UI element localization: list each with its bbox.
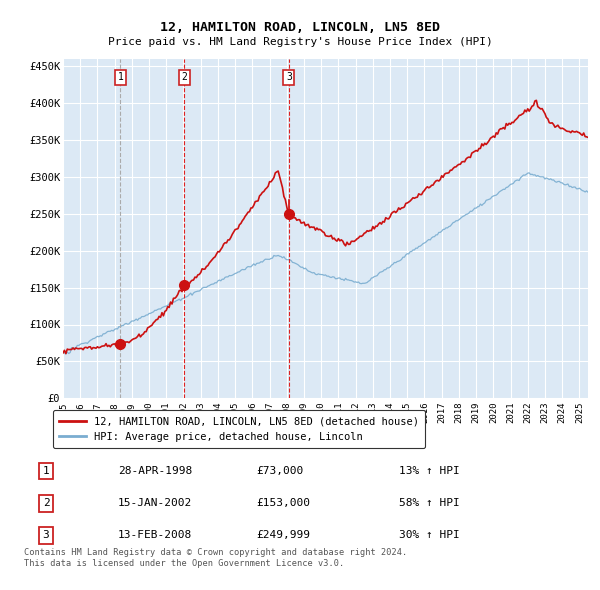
Text: 12, HAMILTON ROAD, LINCOLN, LN5 8ED: 12, HAMILTON ROAD, LINCOLN, LN5 8ED xyxy=(160,21,440,34)
Text: 58% ↑ HPI: 58% ↑ HPI xyxy=(400,499,460,508)
Text: 3: 3 xyxy=(286,73,292,83)
Text: Contains HM Land Registry data © Crown copyright and database right 2024.
This d: Contains HM Land Registry data © Crown c… xyxy=(24,548,407,568)
Text: 30% ↑ HPI: 30% ↑ HPI xyxy=(400,530,460,540)
Text: 13% ↑ HPI: 13% ↑ HPI xyxy=(400,466,460,476)
Text: £249,999: £249,999 xyxy=(256,530,310,540)
Text: 1: 1 xyxy=(43,466,49,476)
Text: Price paid vs. HM Land Registry's House Price Index (HPI): Price paid vs. HM Land Registry's House … xyxy=(107,37,493,47)
Text: £153,000: £153,000 xyxy=(256,499,310,508)
Text: 1: 1 xyxy=(118,73,123,83)
Text: 2: 2 xyxy=(181,73,187,83)
Text: 3: 3 xyxy=(43,530,49,540)
Legend: 12, HAMILTON ROAD, LINCOLN, LN5 8ED (detached house), HPI: Average price, detach: 12, HAMILTON ROAD, LINCOLN, LN5 8ED (det… xyxy=(53,411,425,448)
Text: 2: 2 xyxy=(43,499,49,508)
Text: 13-FEB-2008: 13-FEB-2008 xyxy=(118,530,192,540)
Text: 15-JAN-2002: 15-JAN-2002 xyxy=(118,499,192,508)
Text: 28-APR-1998: 28-APR-1998 xyxy=(118,466,192,476)
Text: £73,000: £73,000 xyxy=(256,466,303,476)
